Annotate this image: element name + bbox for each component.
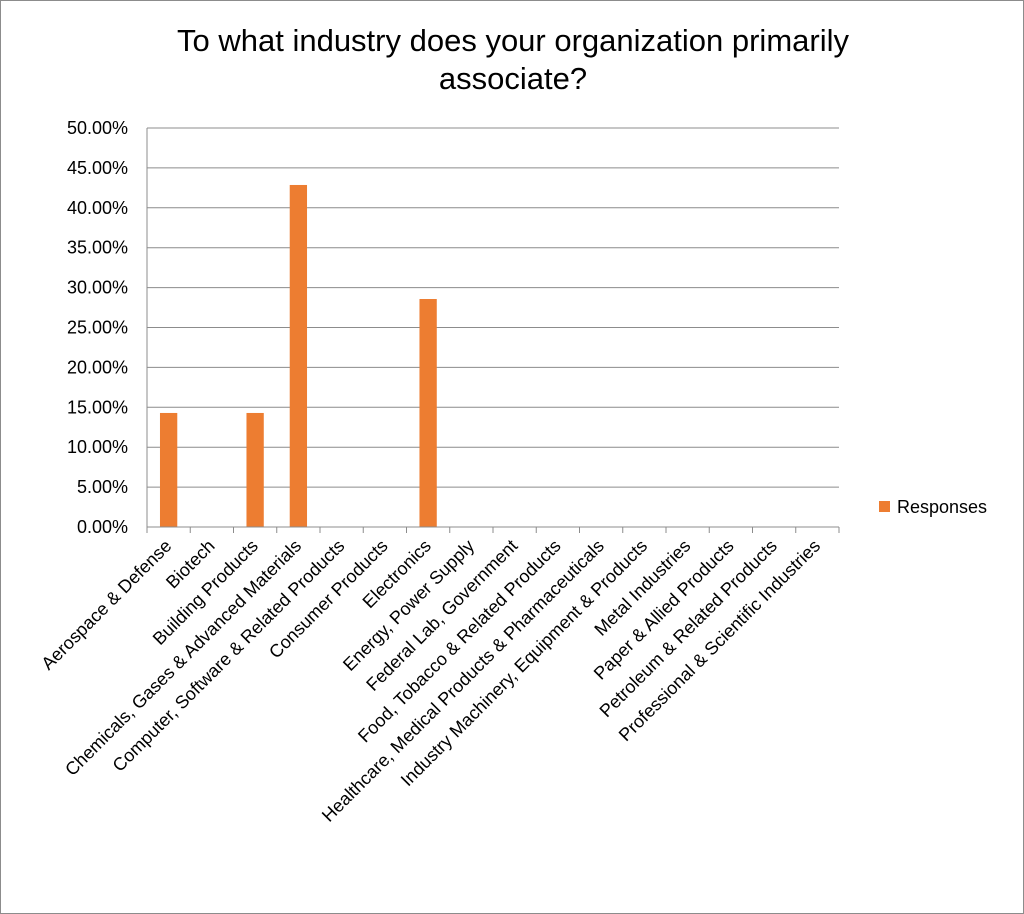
y-tick-label: 45.00% (67, 158, 128, 178)
y-tick-label: 35.00% (67, 238, 128, 258)
y-tick-label: 30.00% (67, 278, 128, 298)
bar-3 (289, 184, 308, 527)
y-tick-label: 50.00% (67, 118, 128, 138)
y-tick-label: 40.00% (67, 198, 128, 218)
y-axis-ticks: 0.00% 5.00% 10.00% 15.00% 20.00% 25.00% 30.00%… (67, 118, 128, 537)
bars (159, 184, 437, 527)
x-category-label: Aerospace & Defense (37, 536, 175, 674)
legend-swatch-responses (879, 501, 890, 512)
chart-title-line-2: associate? (439, 61, 587, 96)
chart-title-line-1: To what industry does your organization … (177, 23, 849, 58)
legend: Responses (879, 497, 987, 517)
legend-label-responses: Responses (897, 497, 987, 517)
x-axis (146, 128, 840, 533)
bar-6 (419, 299, 437, 527)
y-tick-label: 15.00% (67, 397, 128, 417)
y-tick-label: 20.00% (67, 357, 128, 377)
chart-title: To what industry does your organization … (177, 23, 849, 96)
bar-2 (246, 412, 264, 527)
bar-0 (159, 412, 178, 527)
y-tick-label: 10.00% (67, 437, 128, 457)
y-tick-label: 5.00% (77, 477, 128, 497)
y-tick-label: 25.00% (67, 318, 128, 338)
y-tick-label: 0.00% (77, 517, 128, 537)
